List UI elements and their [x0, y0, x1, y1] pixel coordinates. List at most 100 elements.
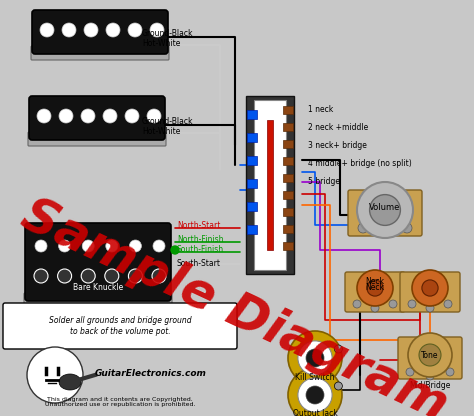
Circle shape	[389, 300, 397, 308]
Bar	[254, 100, 286, 270]
Circle shape	[125, 109, 139, 123]
Circle shape	[298, 378, 332, 412]
Circle shape	[370, 195, 401, 225]
Circle shape	[129, 240, 141, 252]
Bar	[283, 174, 293, 182]
Circle shape	[84, 23, 98, 37]
Circle shape	[34, 269, 48, 283]
Text: North-Finish: North-Finish	[177, 235, 224, 243]
Circle shape	[402, 223, 412, 233]
Circle shape	[81, 109, 95, 123]
Circle shape	[27, 347, 83, 403]
Circle shape	[103, 109, 117, 123]
Circle shape	[334, 345, 342, 353]
Circle shape	[288, 331, 342, 385]
Circle shape	[357, 182, 413, 238]
Text: Kill Switch: Kill Switch	[295, 374, 335, 382]
Circle shape	[58, 269, 72, 283]
Circle shape	[59, 109, 73, 123]
Bar	[247, 225, 257, 234]
FancyBboxPatch shape	[25, 223, 171, 301]
Text: 1 neck: 1 neck	[308, 106, 333, 114]
Circle shape	[422, 280, 438, 296]
Text: Mid/Bridge: Mid/Bridge	[410, 381, 451, 389]
Text: 5 bridge: 5 bridge	[308, 178, 340, 186]
Circle shape	[35, 240, 47, 252]
Circle shape	[105, 269, 119, 283]
Bar	[283, 140, 293, 148]
Circle shape	[37, 109, 51, 123]
Text: 4 middle+ bridge (no split): 4 middle+ bridge (no split)	[308, 159, 412, 168]
FancyBboxPatch shape	[3, 303, 237, 349]
Circle shape	[367, 280, 383, 296]
Circle shape	[106, 240, 118, 252]
Circle shape	[288, 368, 342, 416]
Bar	[283, 123, 293, 131]
Text: Hot-White: Hot-White	[142, 127, 181, 136]
Circle shape	[147, 109, 161, 123]
Circle shape	[171, 246, 179, 254]
FancyBboxPatch shape	[400, 272, 460, 312]
Circle shape	[371, 304, 379, 312]
Circle shape	[306, 349, 324, 367]
Bar	[247, 202, 257, 211]
Text: South-Start: South-Start	[177, 258, 221, 267]
Bar	[247, 179, 257, 188]
Circle shape	[40, 23, 54, 37]
FancyBboxPatch shape	[345, 272, 405, 312]
Bar	[283, 157, 293, 165]
Circle shape	[106, 23, 120, 37]
Text: Bare Knuckle: Bare Knuckle	[73, 283, 123, 292]
FancyBboxPatch shape	[28, 132, 166, 146]
Circle shape	[426, 372, 434, 380]
Circle shape	[62, 23, 76, 37]
Circle shape	[412, 270, 448, 306]
FancyBboxPatch shape	[348, 190, 422, 236]
Circle shape	[358, 223, 368, 233]
Bar	[283, 225, 293, 233]
Text: Ground-Black: Ground-Black	[142, 30, 193, 39]
Circle shape	[408, 333, 452, 377]
Bar	[283, 106, 293, 114]
Circle shape	[59, 240, 71, 252]
Text: 2 neck +middle: 2 neck +middle	[308, 124, 368, 133]
Circle shape	[82, 240, 94, 252]
Text: Neck: Neck	[365, 283, 384, 292]
Circle shape	[152, 269, 166, 283]
FancyBboxPatch shape	[29, 96, 165, 140]
Text: Sample Diagram: Sample Diagram	[14, 190, 456, 416]
Bar	[283, 208, 293, 216]
Circle shape	[150, 23, 164, 37]
Circle shape	[406, 368, 414, 376]
Bar	[247, 133, 257, 142]
FancyBboxPatch shape	[398, 337, 462, 379]
Text: Tone: Tone	[421, 351, 439, 359]
Circle shape	[153, 240, 165, 252]
Circle shape	[426, 304, 434, 312]
Text: Output Jack: Output Jack	[292, 409, 337, 416]
Bar	[283, 242, 293, 250]
Circle shape	[306, 386, 324, 404]
Circle shape	[128, 269, 142, 283]
Circle shape	[298, 341, 332, 375]
Text: Volume: Volume	[369, 203, 401, 213]
Text: North-Start: North-Start	[177, 220, 220, 230]
Circle shape	[128, 23, 142, 37]
Circle shape	[446, 368, 454, 376]
Bar	[247, 110, 257, 119]
Text: Ground-Black: Ground-Black	[142, 117, 193, 126]
Text: Neck: Neck	[365, 277, 384, 287]
Circle shape	[353, 300, 361, 308]
Text: GuitarElectronics.com: GuitarElectronics.com	[95, 369, 207, 377]
FancyBboxPatch shape	[24, 293, 172, 307]
Circle shape	[408, 300, 416, 308]
Ellipse shape	[59, 374, 81, 390]
Bar	[246, 96, 294, 274]
Circle shape	[419, 344, 441, 366]
Text: 3 neck+ bridge: 3 neck+ bridge	[308, 141, 367, 151]
Text: South-Finish: South-Finish	[177, 245, 224, 255]
Circle shape	[357, 270, 393, 306]
Bar	[283, 191, 293, 199]
Text: Hot-White: Hot-White	[142, 40, 181, 49]
Circle shape	[334, 382, 342, 390]
